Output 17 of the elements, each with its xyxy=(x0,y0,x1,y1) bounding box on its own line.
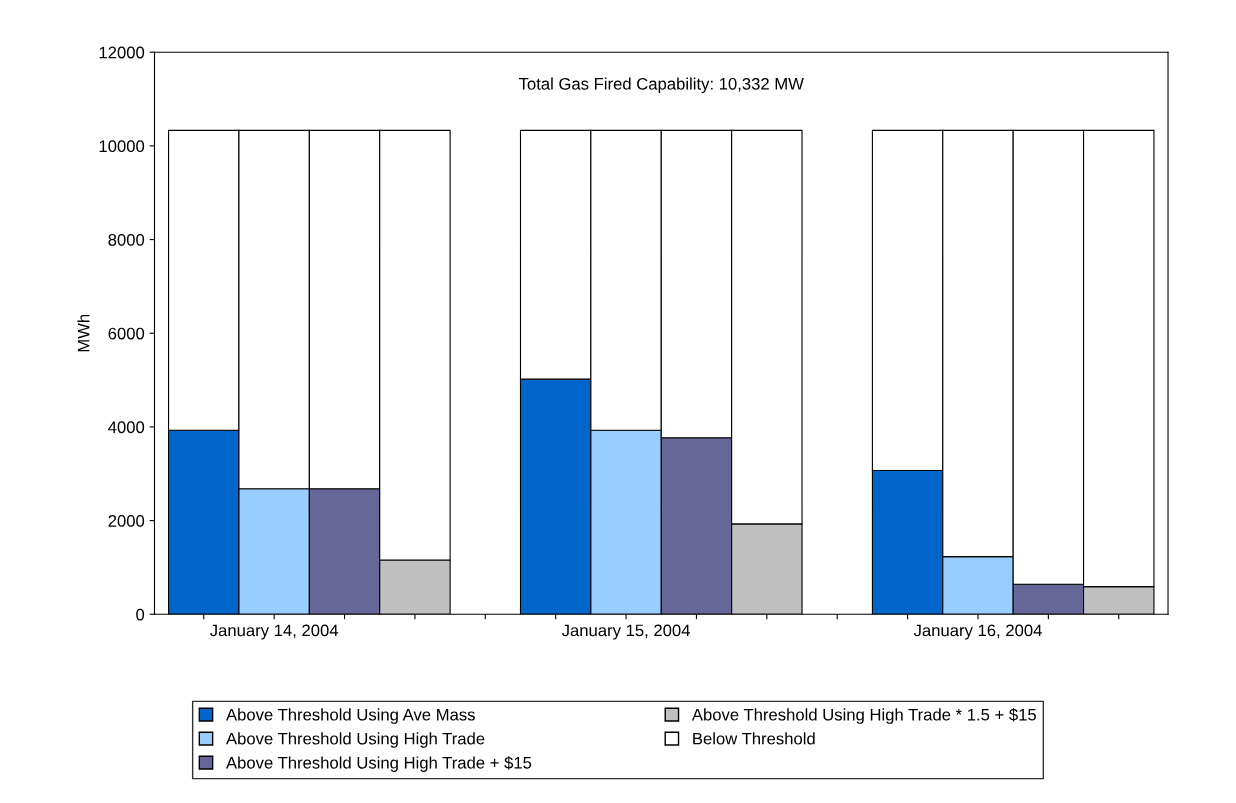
y-tick-label: 0 xyxy=(136,608,145,621)
y-tick-label: 12000 xyxy=(99,46,145,59)
y-tick-label: 2000 xyxy=(108,515,145,527)
legend-label: Above Threshold Using High Trade * 1.5 + $15 xyxy=(691,708,1037,724)
legend-label: Above Threshold Using High Trade xyxy=(226,732,485,748)
legend-label: Below Threshold xyxy=(693,732,815,745)
legend-label: Above Threshold Using High Trade + $15 xyxy=(226,756,532,772)
x-tick-label: January 14, 2004 xyxy=(210,624,339,640)
legend-label: Above Threshold Using Ave Mass xyxy=(226,708,475,724)
text: Total Gas Fired Capability: 10,332 MW xyxy=(519,77,804,94)
y-axis-title: MWh xyxy=(77,314,90,352)
y-tick-label: 10000 xyxy=(99,140,145,153)
x-tick-label: January 15, 2004 xyxy=(561,624,690,640)
y-tick-label: 8000 xyxy=(108,233,145,246)
y-tick-label: 4000 xyxy=(108,421,145,434)
x-tick-label: January 16, 2004 xyxy=(913,624,1042,640)
y-tick-label: 6000 xyxy=(108,327,145,340)
